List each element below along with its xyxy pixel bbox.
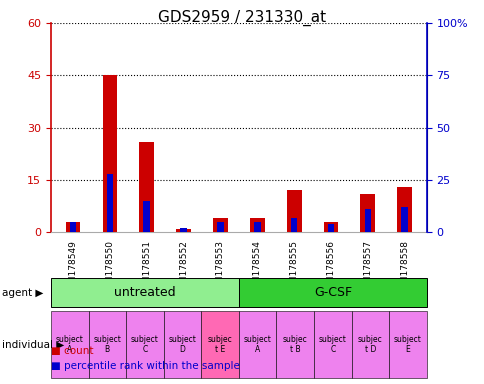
Bar xyxy=(286,190,301,232)
Bar xyxy=(396,187,411,232)
Bar xyxy=(364,209,370,232)
Bar xyxy=(106,174,113,232)
Bar xyxy=(360,194,375,232)
Bar xyxy=(290,218,297,232)
Bar xyxy=(139,142,154,232)
Text: subjec
t D: subjec t D xyxy=(357,335,382,354)
Bar xyxy=(323,222,338,232)
Bar xyxy=(102,75,117,232)
Bar xyxy=(327,224,333,232)
Bar xyxy=(176,229,191,232)
Text: subjec
t B: subjec t B xyxy=(282,335,307,354)
Bar xyxy=(180,228,186,232)
Text: ■ percentile rank within the sample: ■ percentile rank within the sample xyxy=(51,361,239,371)
Text: GDS2959 / 231330_at: GDS2959 / 231330_at xyxy=(158,10,326,26)
Text: subject
A: subject A xyxy=(243,335,271,354)
Bar xyxy=(254,222,260,232)
Text: subjec
t E: subjec t E xyxy=(207,335,232,354)
Bar xyxy=(401,207,407,232)
Text: individual ▶: individual ▶ xyxy=(2,339,64,350)
Text: ■ count: ■ count xyxy=(51,346,93,356)
Text: subject
C: subject C xyxy=(318,335,346,354)
Text: untreated: untreated xyxy=(114,286,175,299)
Text: agent ▶: agent ▶ xyxy=(2,288,44,298)
Text: subject
D: subject D xyxy=(168,335,196,354)
Text: G-CSF: G-CSF xyxy=(313,286,351,299)
Bar xyxy=(212,218,227,232)
Text: subject
C: subject C xyxy=(131,335,158,354)
Text: subject
E: subject E xyxy=(393,335,421,354)
Bar xyxy=(143,201,150,232)
Text: subject
A: subject A xyxy=(56,335,83,354)
Text: subject
B: subject B xyxy=(93,335,121,354)
Bar xyxy=(70,222,76,232)
Bar xyxy=(249,218,264,232)
Bar xyxy=(217,222,223,232)
Bar xyxy=(65,222,80,232)
